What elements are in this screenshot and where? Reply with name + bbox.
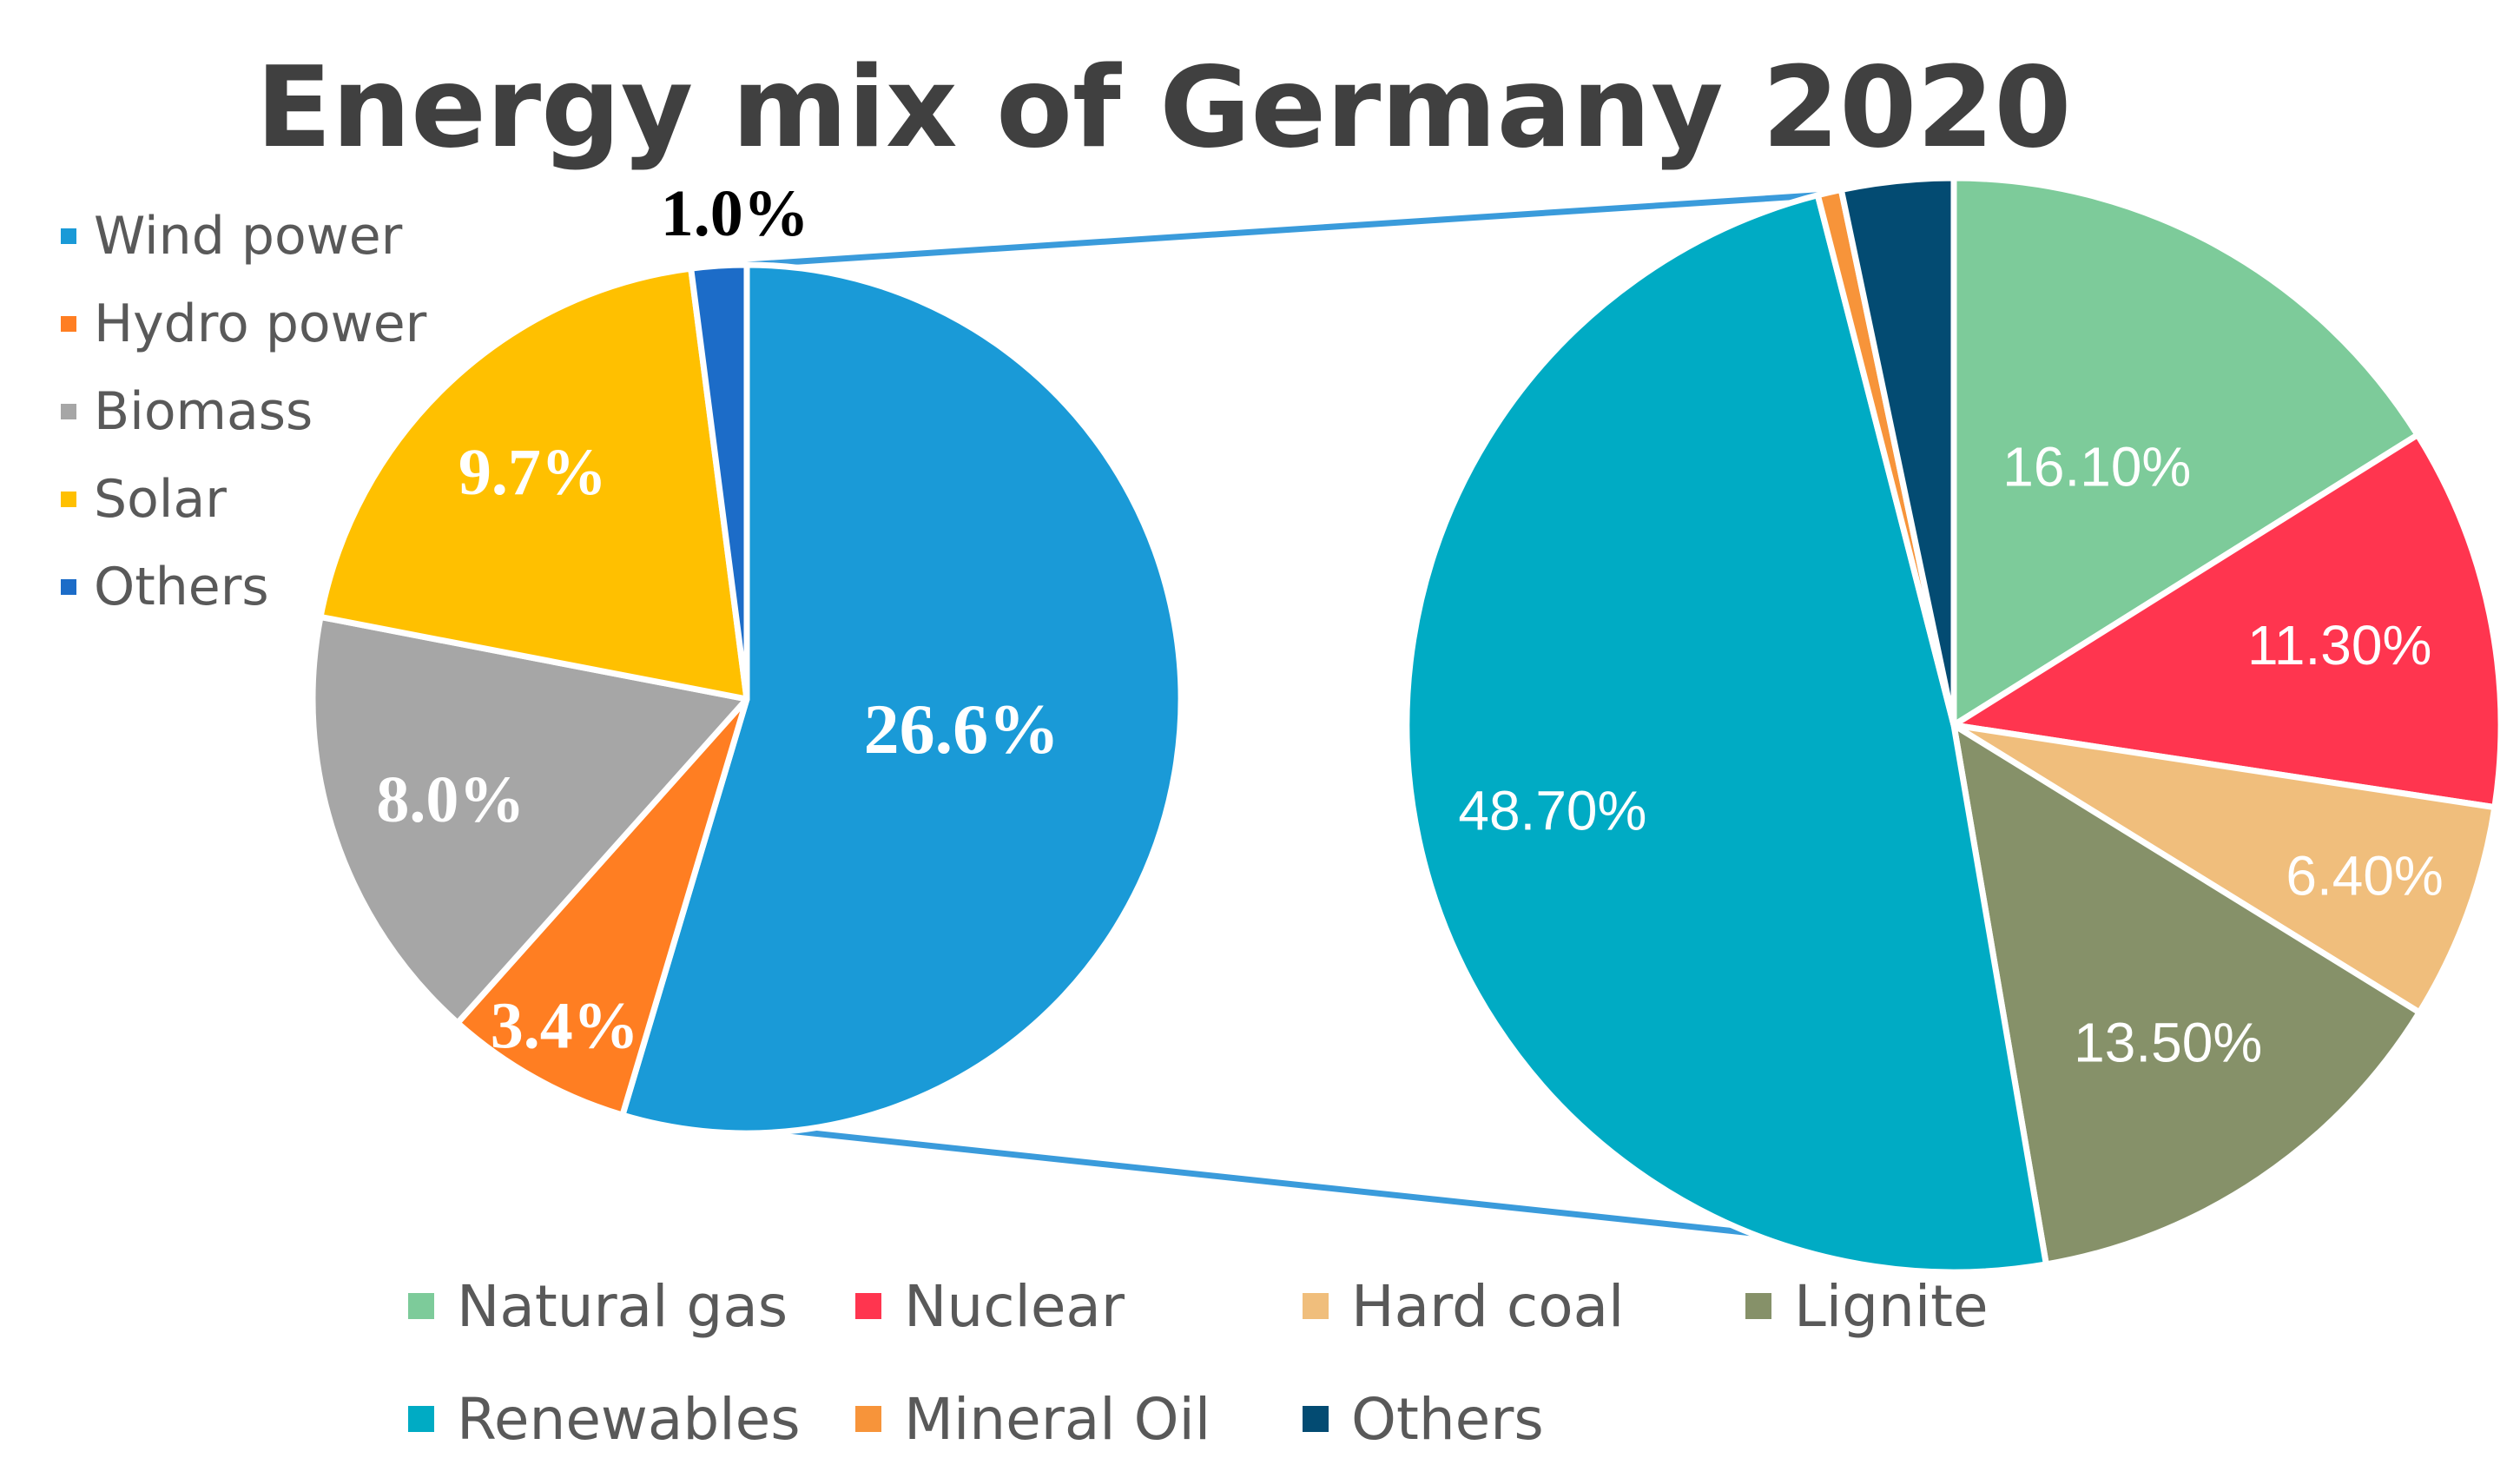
renewables-slice-label-solar: 9.7% [458,436,607,509]
legend-label: Biomass [94,381,313,442]
legend-label: Wind power [94,206,403,267]
legend-label: Hard coal [1351,1273,1624,1340]
renewables-legend-item-biomass: Biomass [61,381,313,442]
main-legend-item-hard-coal: Hard coal [1303,1273,1624,1340]
renewables-slice-others [688,261,750,703]
renewables-legend-item-others: Others [61,557,269,617]
main-legend: Natural gas Nuclear Hard coal Lignite Renewa… [408,1273,1989,1453]
renewables-slice-wind-power [619,261,1184,1137]
legend-swatch [61,404,76,419]
main-legend-item-lignite: Lignite [1745,1273,1989,1340]
legend-label: Solar [94,469,227,530]
main-pie: 16.10% 11.30% 6.40% 13.50% 48.70% [1403,175,2504,1276]
renewables-pie: 26.6% 3.4% 8.0% 9.7% 1.0% [309,177,1184,1137]
main-slice-label-hard-coal: 6.40% [2286,845,2443,907]
legend-label: Mineral Oil [904,1386,1211,1453]
renewables-slice-label-wind-power: 26.6% [864,690,1060,769]
main-slice-label-lignite: 13.50% [2074,1012,2262,1074]
legend-swatch [61,316,76,332]
main-slice-natural-gas [1950,175,2421,729]
renewables-legend-item-wind-power: Wind power [61,206,403,267]
legend-label: Others [94,557,269,617]
main-slice-label-nuclear: 11.30% [2247,614,2431,676]
main-slice-nuclear [1950,432,2504,811]
renewables-slice-biomass [309,613,750,1026]
renewables-slice-hydro-power [454,696,750,1118]
renewables-legend: Wind power Hydro power Biomass Solar Others [61,206,427,617]
legend-label: Nuclear [904,1273,1125,1340]
legend-label: Renewables [457,1386,801,1453]
renewables-legend-item-solar: Solar [61,469,227,530]
main-legend-item-renewables: Renewables [408,1386,801,1453]
legend-swatch [855,1406,881,1432]
main-slice-label-natural-gas: 16.10% [2002,435,2191,498]
legend-swatch [408,1406,434,1432]
renewables-slice-label-hydro-power: 3.4% [491,989,639,1062]
legend-swatch [1303,1406,1329,1432]
legend-label: Lignite [1794,1273,1989,1340]
renewables-legend-item-hydro-power: Hydro power [61,294,427,354]
renewables-slice-solar [317,265,750,703]
legend-swatch [61,579,76,595]
renewables-slice-label-biomass: 8.0% [376,763,524,836]
chart-title: Energy mix of Germany 2020 [256,43,2072,173]
main-legend-item-others: Others [1303,1386,1544,1453]
legend-swatch [855,1293,881,1319]
main-legend-item-nuclear: Nuclear [855,1273,1125,1340]
legend-label: Hydro power [94,294,427,354]
connector-line-top [746,192,1818,268]
legend-swatch [61,228,76,244]
legend-swatch [408,1293,434,1319]
main-slice-others [1837,175,1957,729]
legend-swatch [1303,1293,1329,1319]
legend-label: Others [1351,1386,1544,1453]
main-slice-hard-coal [1950,722,2498,1016]
renewables-slice-label-others: 1.0% [661,177,809,250]
main-slice-label-renewables: 48.70% [1458,780,1646,842]
legend-label: Natural gas [457,1273,788,1340]
main-slice-lignite [1950,722,2423,1268]
main-legend-item-mineral-oil: Mineral Oil [855,1386,1211,1453]
main-legend-item-natural-gas: Natural gas [408,1273,788,1340]
legend-swatch [61,492,76,507]
legend-swatch [1745,1293,1771,1319]
